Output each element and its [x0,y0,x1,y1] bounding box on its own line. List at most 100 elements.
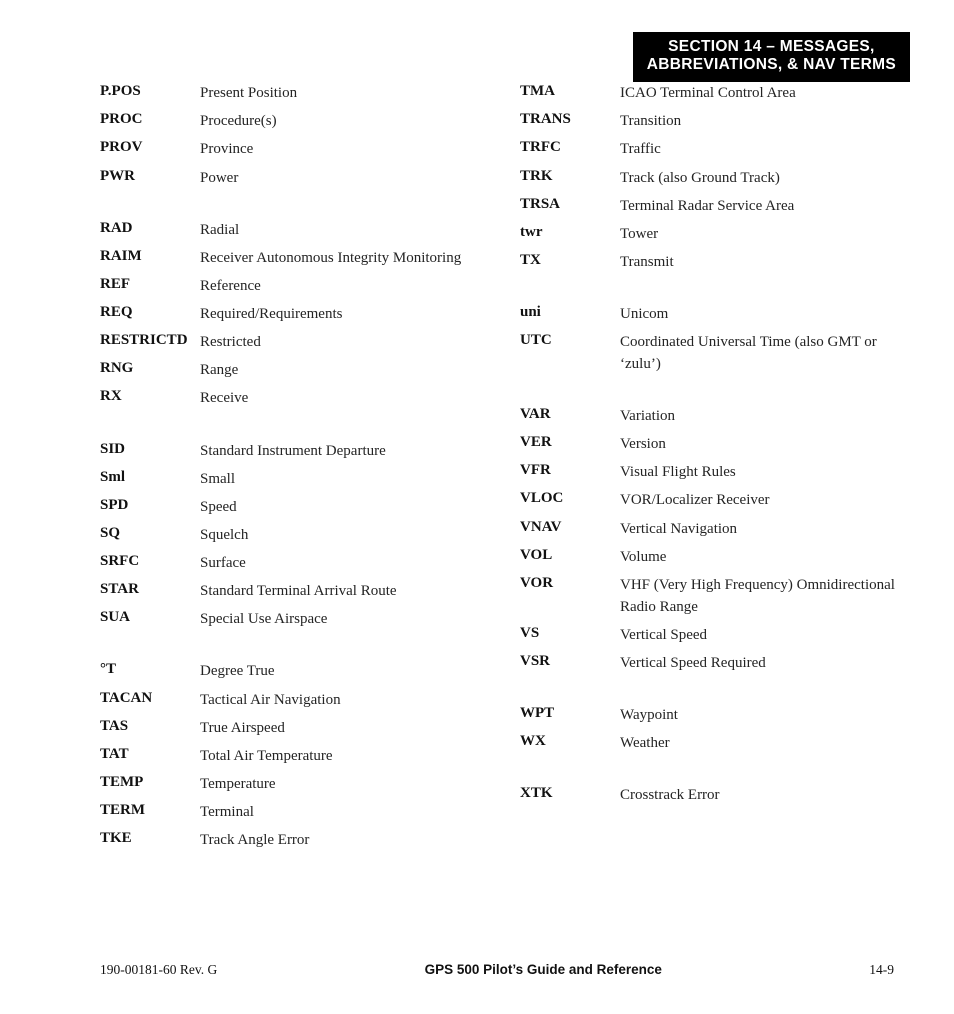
glossary-row: XTKCrosstrack Error [520,782,900,810]
glossary-row: TRKTrack (also Ground Track) [520,164,900,192]
glossary-abbr: TRFC [520,139,620,156]
glossary-row: VERVersion [520,431,900,459]
glossary-abbr: STAR [100,581,200,598]
glossary-row: RXReceive [100,385,490,413]
glossary-abbr: VOL [520,547,620,564]
glossary-def: Terminal [200,802,490,824]
glossary-def: Traffic [620,139,900,161]
footer-docnum: 190-00181-60 Rev. G [100,962,217,978]
glossary-abbr: TAS [100,718,200,735]
glossary-abbr: SQ [100,525,200,542]
glossary-abbr: VLOC [520,490,620,507]
glossary-group: SIDStandard Instrument DepartureSmlSmall… [100,437,490,634]
section-banner-line1: SECTION 14 – MESSAGES, [647,38,896,56]
glossary-row: P.POSPresent Position [100,80,490,108]
glossary-abbr: UTC [520,332,620,349]
glossary-def: Degree True [200,661,490,683]
glossary-row: PROVProvince [100,136,490,164]
glossary-col-left: P.POSPresent PositionPROCProcedure(s)PRO… [100,80,490,879]
glossary-abbr: TX [520,252,620,269]
glossary-group: RADRadialRAIMReceiver Autonomous Integri… [100,217,490,414]
glossary-abbr: TRANS [520,111,620,128]
glossary-abbr: XTK [520,785,620,802]
glossary-def: True Airspeed [200,718,490,740]
glossary-row: TATTotal Air Temperature [100,743,490,771]
glossary-row: WPTWaypoint [520,702,900,730]
glossary-abbr: twr [520,224,620,241]
glossary-row: uniUnicom [520,301,900,329]
glossary-row: VSVertical Speed [520,622,900,650]
glossary-def: Transition [620,111,900,133]
glossary-group: °TDegree TrueTACANTactical Air Navigatio… [100,658,490,855]
glossary-row: VNAVVertical Navigation [520,515,900,543]
glossary-abbr: VS [520,625,620,642]
glossary-def: Visual Flight Rules [620,462,900,484]
glossary-group: TMAICAO Terminal Control Area TRANSTransi… [520,80,900,277]
document-page: SECTION 14 – MESSAGES, ABBREVIATIONS, & … [0,0,954,1014]
glossary-abbr: TAT [100,746,200,763]
glossary-row: TRFCTraffic [520,136,900,164]
glossary-abbr: WPT [520,705,620,722]
section-banner-line2: ABBREVIATIONS, & NAV TERMS [647,56,896,74]
glossary-def: Tower [620,224,900,246]
glossary-row: VSRVertical Speed Required [520,650,900,678]
glossary-def: Transmit [620,252,900,274]
glossary-row: UTCCoordinated Universal Time (also GMT … [520,329,900,379]
glossary-def: VHF (Very High Frequency) Omnidirectiona… [620,575,900,619]
glossary-row: RNGRange [100,357,490,385]
glossary-def: Required/Requirements [200,304,490,326]
glossary-def: Standard Terminal Arrival Route [200,581,490,603]
glossary-def: Special Use Airspace [200,609,490,631]
glossary-abbr: SRFC [100,553,200,570]
glossary-abbr: RAIM [100,248,200,265]
glossary-def: Variation [620,406,900,428]
glossary-def: Vertical Speed Required [620,653,900,675]
glossary-def: Squelch [200,525,490,547]
section-banner: SECTION 14 – MESSAGES, ABBREVIATIONS, & … [633,32,910,82]
glossary-def: Tactical Air Navigation [200,690,490,712]
glossary-abbr: TRSA [520,196,620,213]
glossary-abbr: TKE [100,830,200,847]
glossary-def: Track Angle Error [200,830,490,852]
glossary-def: Vertical Navigation [620,519,900,541]
glossary-row: TEMPTemperature [100,771,490,799]
glossary-row: VFRVisual Flight Rules [520,459,900,487]
glossary-def: VOR/Localizer Receiver [620,490,900,512]
glossary-row: TMAICAO Terminal Control Area [520,80,900,108]
glossary-def: Restricted [200,332,490,354]
glossary-abbr: °T [100,661,200,678]
glossary-row: PWRPower [100,164,490,192]
glossary-def: Vertical Speed [620,625,900,647]
glossary-group: XTKCrosstrack Error [520,782,900,810]
page-footer: 190-00181-60 Rev. G GPS 500 Pilot’s Guid… [100,962,894,978]
glossary-abbr: TACAN [100,690,200,707]
glossary-row: TACANTactical Air Navigation [100,686,490,714]
glossary-abbr: VSR [520,653,620,670]
glossary-row: TASTrue Airspeed [100,715,490,743]
glossary-row: SPDSpeed [100,494,490,522]
glossary-col-right: TMAICAO Terminal Control Area TRANSTransi… [520,80,900,879]
glossary-row: PROCProcedure(s) [100,108,490,136]
glossary-def: Power [200,168,490,190]
glossary-abbr: WX [520,733,620,750]
glossary-abbr: RESTRICTD [100,332,200,349]
glossary-abbr: PROV [100,139,200,156]
glossary-row: SmlSmall [100,466,490,494]
glossary-row: °TDegree True [100,658,490,686]
glossary-row: REQRequired/Requirements [100,301,490,329]
glossary-row: RAIMReceiver Autonomous Integrity Monito… [100,245,490,273]
glossary-row: twrTower [520,221,900,249]
glossary-def: Terminal Radar Service Area [620,196,900,218]
glossary-row: WXWeather [520,730,900,758]
glossary-def: Track (also Ground Track) [620,168,900,190]
glossary-row: TKETrack Angle Error [100,827,490,855]
glossary-abbr: VFR [520,462,620,479]
glossary-row: STARStandard Terminal Arrival Route [100,578,490,606]
glossary-row: TERMTerminal [100,799,490,827]
glossary-abbr: PWR [100,168,200,185]
glossary-abbr: VOR [520,575,620,592]
glossary-abbr: uni [520,304,620,321]
glossary-def: Present Position [200,83,490,105]
glossary-abbr: VER [520,434,620,451]
glossary-def: Coordinated Universal Time (also GMT or … [620,332,900,376]
